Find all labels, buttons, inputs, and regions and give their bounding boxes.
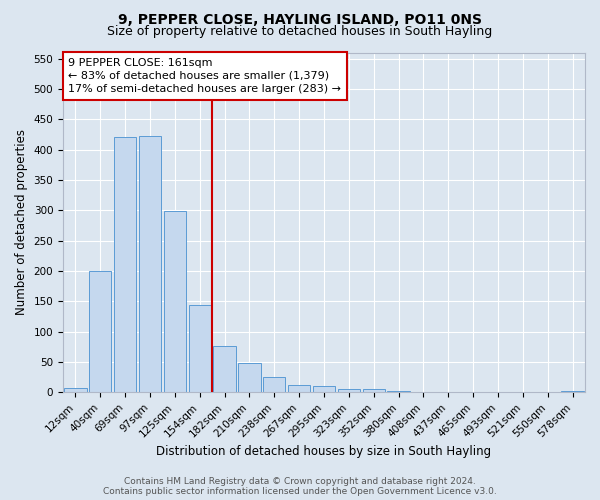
Bar [338,390,360,392]
Bar [164,211,186,392]
Bar [562,390,584,392]
Bar [214,346,236,393]
Bar [313,386,335,392]
Bar [139,136,161,392]
Bar [263,377,286,392]
Bar [362,390,385,392]
Bar [89,271,112,392]
Y-axis label: Number of detached properties: Number of detached properties [15,130,28,316]
Bar [388,390,410,392]
Bar [238,363,260,392]
Bar [288,385,310,392]
Text: 9 PEPPER CLOSE: 161sqm
← 83% of detached houses are smaller (1,379)
17% of semi-: 9 PEPPER CLOSE: 161sqm ← 83% of detached… [68,58,341,94]
Text: Size of property relative to detached houses in South Hayling: Size of property relative to detached ho… [107,25,493,38]
X-axis label: Distribution of detached houses by size in South Hayling: Distribution of detached houses by size … [157,444,491,458]
Text: 9, PEPPER CLOSE, HAYLING ISLAND, PO11 0NS: 9, PEPPER CLOSE, HAYLING ISLAND, PO11 0N… [118,12,482,26]
Bar [188,305,211,392]
Bar [114,138,136,392]
Bar [64,388,86,392]
Text: Contains HM Land Registry data © Crown copyright and database right 2024.
Contai: Contains HM Land Registry data © Crown c… [103,476,497,496]
